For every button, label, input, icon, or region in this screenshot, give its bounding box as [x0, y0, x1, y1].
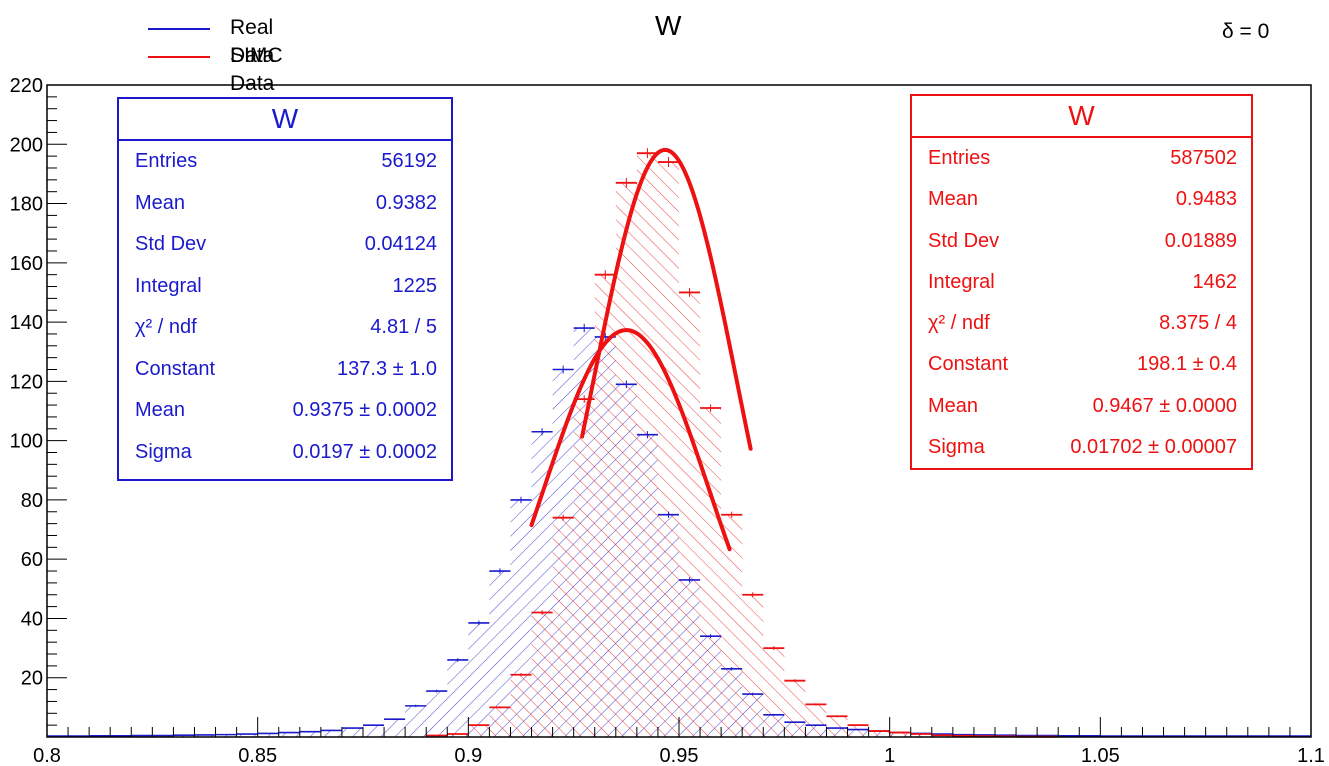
stats-key: χ² / ndf [135, 316, 197, 338]
stats-box-simc-title: W [912, 96, 1251, 138]
x-tick-label: 0.85 [238, 745, 277, 766]
y-tick-label: 140 [10, 312, 43, 334]
stats-box-real-title: W [119, 99, 451, 141]
stats-key: Mean [928, 188, 979, 211]
stats-row: Entries 56192 [119, 141, 451, 183]
stats-value: 137.3 ± 1.0 [337, 357, 437, 380]
stats-value: 1462 [1192, 270, 1238, 293]
stats-key: Sigma [928, 436, 985, 459]
stats-key: Std Dev [135, 233, 207, 255]
stats-value: 8.375 / 4 [1159, 312, 1237, 335]
fit-curve-simc [580, 147, 753, 451]
stats-value: 0.01889 [1164, 229, 1237, 252]
stats-key: Std Dev [928, 229, 1000, 252]
stats-row: Mean 0.9382 [119, 183, 451, 225]
stats-value: 0.9467 ± 0.0000 [1092, 394, 1237, 417]
y-tick-label: 20 [21, 668, 43, 690]
legend-label-real: Real Data [230, 16, 275, 67]
stats-row: Integral 1225 [119, 266, 451, 308]
stats-value: 587502 [1170, 147, 1237, 169]
x-axis: 0.8 0.85 0.9 0.95 1 1.05 1.1 [33, 717, 1325, 766]
stats-row: Integral 1462 [912, 262, 1251, 303]
y-tick-label: 160 [10, 253, 43, 275]
stats-row: Mean 0.9483 [912, 179, 1251, 220]
stats-value: 0.04124 [364, 233, 437, 255]
hist-fill-simc [426, 153, 1059, 737]
stats-key: Constant [928, 353, 1009, 376]
stats-value: 0.9382 [375, 191, 437, 214]
legend-line-simc [148, 56, 210, 58]
stats-value: 0.01702 ± 0.00007 [1070, 436, 1237, 459]
x-tick-label: 1 [884, 745, 895, 766]
y-tick-label: 180 [10, 194, 43, 216]
y-tick-label: 40 [21, 608, 43, 630]
y-tick-label: 120 [10, 371, 43, 393]
stats-key: Mean [928, 394, 979, 417]
stats-key: Sigma [135, 440, 192, 463]
stats-key: Mean [135, 191, 186, 214]
stats-value: 4.81 / 5 [370, 316, 437, 338]
y-tick-label: 80 [21, 490, 43, 512]
y-tick-label: 100 [10, 431, 43, 453]
x-tick-label: 0.8 [33, 745, 61, 766]
chart-title: W [655, 10, 682, 41]
stats-box-simc: W Entries 587502 Mean 0.9483 Std Dev 0.0188… [910, 94, 1253, 470]
stats-value: 0.9483 [1175, 188, 1237, 211]
stats-value: 0.9375 ± 0.0002 [292, 399, 437, 421]
y-tick-label: 220 [10, 75, 43, 97]
fit-curve-real [529, 328, 732, 552]
y-tick-label: 60 [21, 549, 43, 571]
stats-key: Integral [928, 270, 995, 293]
y-axis: 20 40 60 80 100 120 140 160 180 200 220 [10, 75, 67, 738]
stats-value: 198.1 ± 0.4 [1137, 353, 1237, 376]
stats-key: Entries [135, 150, 198, 172]
x-tick-label: 1.05 [1081, 745, 1120, 766]
stats-row: Std Dev 0.04124 [119, 224, 451, 266]
stats-row: χ² / ndf 8.375 / 4 [912, 303, 1251, 344]
stats-row: Std Dev 0.01889 [912, 221, 1251, 262]
legend-label-simc: SIMC Data [230, 44, 283, 95]
stats-key: Constant [135, 357, 216, 380]
stats-row: χ² / ndf 4.81 / 5 [119, 307, 451, 349]
stats-key: Integral [135, 274, 202, 297]
delta-annotation: δ = 0 [1222, 20, 1270, 43]
stats-value: 1225 [392, 274, 438, 297]
stats-box-real: W Entries 56192 Mean 0.9382 Std Dev 0.04124… [117, 97, 453, 481]
x-tick-label: 0.95 [660, 745, 699, 766]
stats-row: Entries 587502 [912, 138, 1251, 179]
y-tick-label: 200 [10, 134, 43, 156]
stats-row: Mean 0.9467 ± 0.0000 [912, 386, 1251, 427]
x-tick-label: 0.9 [454, 745, 482, 766]
stats-row: Mean 0.9375 ± 0.0002 [119, 390, 451, 432]
stats-row: Constant 137.3 ± 1.0 [119, 349, 451, 391]
stats-row: Sigma 0.01702 ± 0.00007 [912, 427, 1251, 468]
stats-key: χ² / ndf [928, 312, 990, 335]
stats-value: 0.0197 ± 0.0002 [292, 440, 437, 463]
legend-line-real [148, 28, 210, 30]
stats-value: 56192 [381, 150, 437, 172]
stats-key: Mean [135, 399, 186, 421]
x-tick-label: 1.1 [1297, 745, 1325, 766]
stats-row: Sigma 0.0197 ± 0.0002 [119, 432, 451, 474]
stats-key: Entries [928, 147, 991, 169]
stats-row: Constant 198.1 ± 0.4 [912, 344, 1251, 385]
